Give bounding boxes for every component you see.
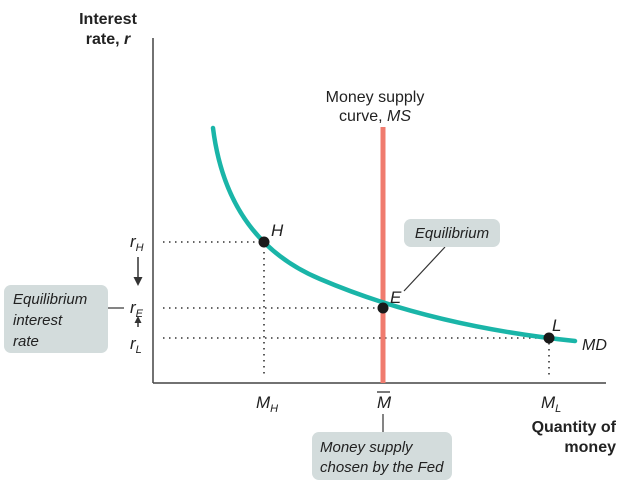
y-axis-title-line2: rate, r: [86, 31, 131, 48]
tick-Mbar: M: [377, 391, 392, 412]
money-demand-curve: [210, 125, 578, 344]
ms-curve-label-line2: curve, MS: [339, 108, 411, 125]
y-axis-title-line1: Interest: [79, 11, 137, 28]
point-H: [258, 236, 270, 248]
point-L: [543, 332, 555, 344]
tick-rH: rH: [130, 232, 144, 254]
tick-rL: rL: [130, 334, 142, 356]
svg-text:M: M: [377, 393, 392, 412]
equilibrium-interest-rate-callout: Equilibrium interest rate: [4, 285, 124, 353]
up-arrow-icon: [134, 316, 142, 327]
down-arrow-icon: [133, 257, 143, 286]
svg-text:chosen by the Fed: chosen by the Fed: [320, 459, 444, 476]
fed-money-supply-callout: Money supply chosen by the Fed: [312, 414, 452, 480]
tick-rE: rE: [130, 298, 144, 320]
point-H-label: H: [271, 221, 284, 240]
svg-text:interest: interest: [13, 312, 63, 329]
ms-curve-label-line1: Money supply: [326, 89, 425, 106]
tick-MH: MH: [256, 393, 278, 415]
equilibrium-callout-text: Equilibrium: [415, 225, 489, 242]
equilibrium-callout: Equilibrium: [403, 219, 500, 292]
tick-ML: ML: [541, 393, 561, 415]
x-axis-title-line1: Quantity of: [532, 419, 617, 436]
equilibrium-leader-line: [403, 246, 446, 292]
point-L-label: L: [552, 316, 561, 335]
svg-text:rate: rate: [13, 333, 39, 350]
guide-lines: [163, 241, 550, 378]
svg-text:Money supply: Money supply: [320, 439, 414, 456]
x-axis-title-line2: money: [564, 439, 616, 456]
svg-text:Equilibrium: Equilibrium: [13, 291, 87, 308]
point-E-label: E: [390, 288, 402, 307]
point-E: [377, 302, 389, 314]
md-curve-label: MD: [582, 337, 607, 354]
